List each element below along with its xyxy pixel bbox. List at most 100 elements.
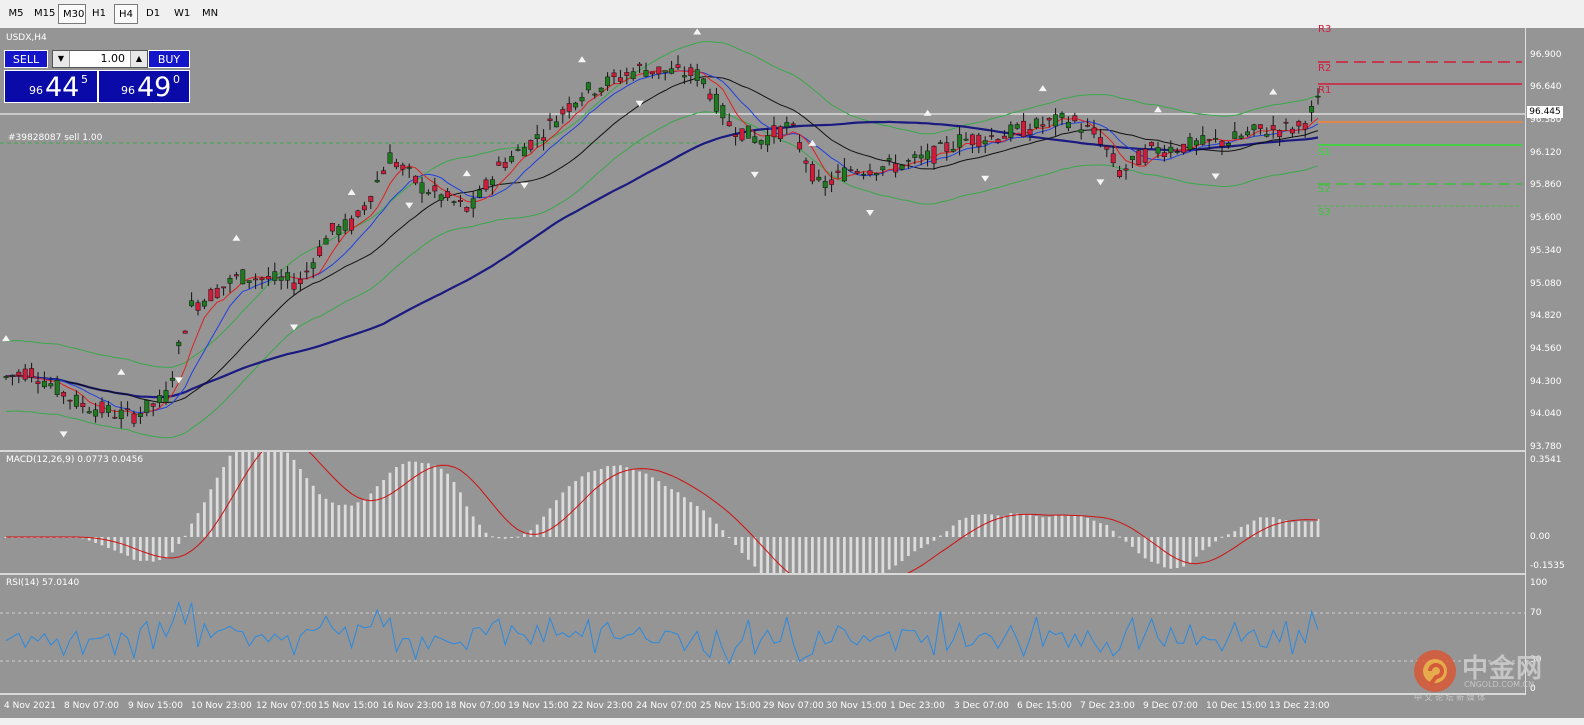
symbol-label: USDX,H4	[6, 33, 47, 43]
macd-histogram-bar	[356, 502, 360, 537]
time-tick: 9 Dec 07:00	[1143, 701, 1198, 711]
candle-body	[1091, 127, 1097, 135]
buy-button[interactable]: BUY	[148, 50, 190, 68]
macd-histogram-bar	[1015, 513, 1019, 537]
fractal-arrow	[232, 234, 241, 241]
candle-body	[54, 380, 60, 395]
candle-body	[1072, 115, 1078, 122]
candle-body	[221, 286, 227, 289]
timeframe-h1[interactable]: H1	[92, 8, 106, 19]
candle-body	[515, 148, 521, 151]
candle-body	[349, 218, 355, 231]
candle-body	[425, 192, 431, 195]
candle-body	[48, 383, 54, 387]
watermark-brand: 中金网	[1462, 654, 1544, 684]
macd-histogram-bar	[1188, 537, 1192, 563]
lot-down-icon[interactable]: ▼	[53, 51, 70, 67]
macd-histogram-bar	[433, 465, 437, 537]
candle-body	[438, 194, 444, 201]
candle-body	[982, 140, 988, 145]
candle-body	[470, 198, 476, 209]
time-tick: 7 Dec 23:00	[1080, 701, 1135, 711]
macd-histogram-bar	[1214, 537, 1217, 542]
candle-body	[592, 93, 598, 96]
candle-body	[957, 134, 963, 148]
order-label[interactable]: #39828087 sell 1.00	[8, 133, 103, 143]
sell-button[interactable]: SELL	[4, 50, 48, 68]
time-tick: 12 Nov 07:00	[256, 701, 317, 711]
timeframe-mn[interactable]: MN	[202, 8, 219, 19]
macd-histogram-bar	[695, 505, 699, 537]
lot-up-icon[interactable]: ▲	[130, 51, 147, 67]
timeframe-h4[interactable]: H4	[114, 4, 138, 24]
macd-histogram-bar	[305, 478, 309, 537]
macd-histogram-bar	[977, 514, 981, 537]
price-chart[interactable]	[0, 28, 1525, 450]
pivot-s3-label: S3	[1318, 207, 1331, 218]
candle-body	[720, 105, 726, 119]
time-tick: 3 Dec 07:00	[954, 701, 1009, 711]
macd-histogram-bar	[222, 467, 225, 537]
fractal-arrow	[808, 139, 817, 146]
macd-histogram-bar	[491, 536, 494, 538]
macd-histogram-bar	[939, 535, 942, 537]
macd-histogram-bar	[1310, 521, 1313, 537]
macd-histogram-bar	[87, 537, 91, 541]
bollinger-lower-line	[5, 111, 1319, 439]
macd-histogram-bar	[1143, 537, 1147, 559]
macd-histogram-bar	[164, 537, 168, 558]
macd-histogram-bar	[343, 504, 347, 537]
candle-body	[16, 371, 22, 376]
macd-histogram-bar	[126, 537, 129, 556]
timeframe-w1[interactable]: W1	[174, 8, 191, 19]
macd-histogram-bar	[683, 497, 686, 537]
macd-histogram-bar	[791, 537, 795, 573]
macd-histogram-bar	[913, 537, 917, 552]
candle-body	[867, 170, 873, 176]
macd-histogram-bar	[1073, 515, 1077, 537]
candle-body	[176, 341, 182, 347]
fractals	[2, 28, 1278, 438]
fractal-arrow	[59, 431, 68, 438]
macd-histogram-bar	[1271, 517, 1275, 537]
macd-histogram-bar	[1259, 517, 1262, 537]
candle-body	[342, 219, 348, 231]
candle-body	[157, 395, 163, 404]
timeframe-m30[interactable]: M30	[58, 4, 86, 24]
macd-histogram-bar	[1092, 520, 1096, 537]
timeframe-d1[interactable]: D1	[146, 8, 161, 19]
candle-body	[918, 154, 924, 159]
candle-body	[29, 368, 35, 378]
timeframe-m15[interactable]: M15	[34, 8, 56, 19]
lot-size-field[interactable]: ▼ 1.00 ▲	[52, 50, 148, 68]
bollinger-bands	[5, 41, 1319, 439]
macd-histogram-bar	[107, 537, 110, 549]
candle-body	[1251, 124, 1257, 131]
rsi-tick: 70	[1530, 608, 1542, 618]
timeframe-m5[interactable]: M5	[8, 8, 24, 19]
candle-body	[605, 76, 611, 86]
candle-body	[617, 77, 623, 82]
candle-body	[1117, 170, 1123, 177]
macd-histogram-bar	[708, 517, 712, 537]
candle-body	[80, 402, 86, 407]
macd-histogram-bar	[1124, 537, 1128, 542]
pivot-r2-label: R2	[1318, 63, 1332, 74]
moving-averages	[5, 70, 1319, 416]
rsi-tick: 30	[1530, 655, 1542, 665]
time-tick: 15 Nov 15:00	[318, 701, 379, 711]
buy-price-box[interactable]: 96 49 0	[98, 70, 190, 103]
sell-price-sup: 5	[81, 73, 88, 86]
lot-value[interactable]: 1.00	[100, 52, 126, 65]
price-tick: 96.640	[1530, 82, 1562, 92]
chart-window[interactable]	[0, 28, 1584, 718]
macd-histogram-bar	[151, 537, 155, 562]
candle-body	[93, 409, 99, 417]
candle-body	[1302, 123, 1308, 130]
macd-histogram-bar	[1233, 531, 1237, 537]
candle-body	[861, 173, 867, 176]
candle-body	[624, 72, 630, 76]
rsi-tick: 0	[1530, 684, 1536, 694]
macd-histogram-bar	[190, 523, 193, 537]
sell-price-box[interactable]: 96 44 5	[4, 70, 98, 103]
